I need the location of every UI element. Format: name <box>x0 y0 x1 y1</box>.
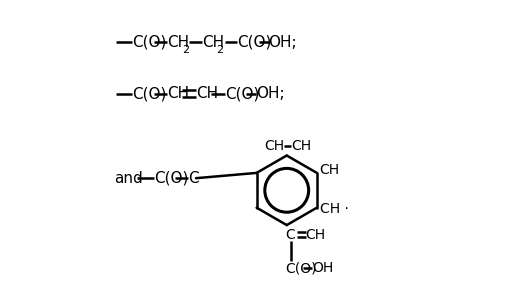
Text: CH: CH <box>319 163 340 176</box>
Text: CH: CH <box>167 34 189 50</box>
Text: C: C <box>188 171 199 186</box>
Text: CH: CH <box>196 86 218 101</box>
Text: C: C <box>285 228 295 242</box>
Text: CH: CH <box>167 86 189 101</box>
Text: OH;: OH; <box>256 86 285 101</box>
Text: 2: 2 <box>217 45 224 55</box>
Text: C(O): C(O) <box>133 34 167 50</box>
Text: OH;: OH; <box>269 34 297 50</box>
Text: C(O): C(O) <box>154 171 188 186</box>
Text: C(O): C(O) <box>225 86 259 101</box>
Text: CH: CH <box>291 139 311 152</box>
Text: CH: CH <box>202 34 224 50</box>
Text: C(O): C(O) <box>285 261 317 275</box>
Text: 2: 2 <box>182 45 189 55</box>
Text: and: and <box>115 171 143 186</box>
Text: CH: CH <box>305 228 326 242</box>
Text: CH: CH <box>265 139 285 152</box>
Text: OH: OH <box>312 261 333 275</box>
Text: C(O): C(O) <box>133 86 167 101</box>
Text: CH ·: CH · <box>319 202 348 216</box>
Text: C(O): C(O) <box>237 34 272 50</box>
